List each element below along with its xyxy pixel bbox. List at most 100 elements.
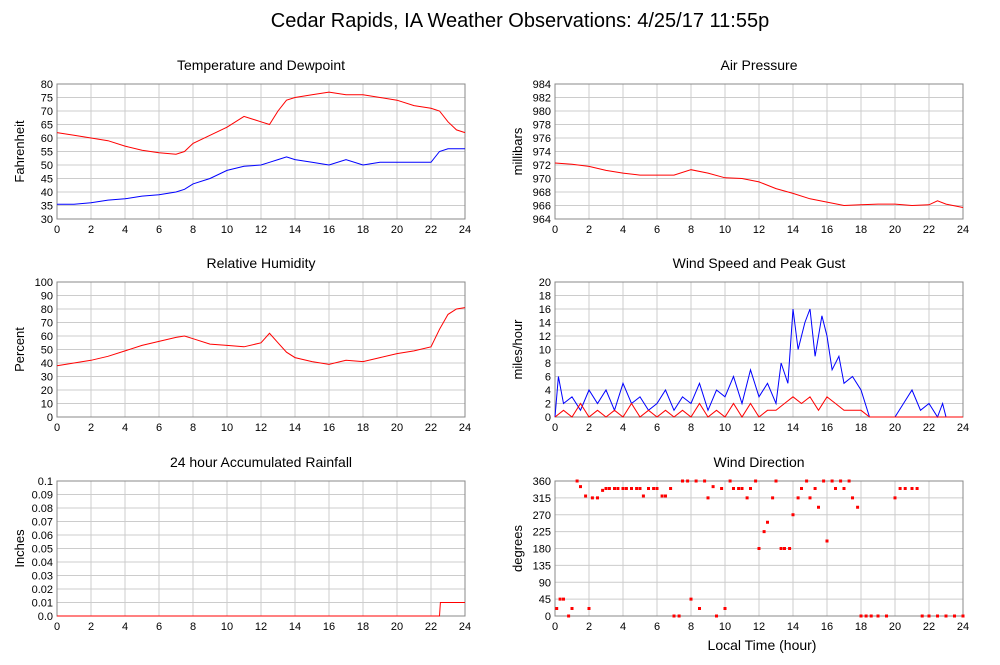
x-axis-label: Local Time (hour) [708, 637, 817, 653]
data-point [859, 614, 863, 618]
y-tick-label: 0 [545, 412, 551, 424]
x-tick-label: 18 [855, 422, 867, 434]
x-tick-label: 22 [923, 621, 935, 633]
y-tick-label: 980 [533, 106, 551, 118]
data-point [944, 614, 948, 618]
data-point [579, 485, 582, 489]
x-tick-label: 20 [391, 224, 403, 236]
x-tick-label: 2 [586, 224, 592, 236]
x-tick-label: 10 [221, 621, 233, 633]
y-tick-label: 50 [41, 345, 53, 357]
y-tick-label: 225 [533, 527, 551, 539]
data-point [903, 487, 907, 490]
temperature-dewpoint-chart: Temperature and Dewpoint3035404550556065… [12, 57, 471, 236]
data-point [689, 597, 693, 601]
y-tick-label: 0.01 [32, 598, 53, 610]
y-axis-label: Percent [12, 327, 27, 372]
x-tick-label: 4 [620, 422, 626, 434]
x-tick-label: 24 [459, 422, 471, 434]
data-point [800, 487, 803, 490]
data-point [737, 487, 741, 490]
x-tick-label: 14 [289, 224, 301, 236]
y-tick-label: 0.06 [32, 530, 53, 542]
x-tick-label: 4 [122, 224, 128, 236]
x-tick-label: 2 [88, 224, 94, 236]
x-tick-label: 18 [855, 621, 867, 633]
data-point [570, 607, 574, 610]
y-tick-label: 972 [533, 160, 551, 172]
series-line [554, 162, 964, 208]
x-tick-label: 0 [54, 224, 60, 236]
x-tick-label: 8 [688, 621, 694, 633]
x-tick-label: 2 [88, 621, 94, 633]
data-point [808, 496, 812, 500]
y-axis-label: degrees [510, 525, 525, 572]
plot-frame [554, 480, 964, 617]
x-tick-label: 24 [459, 621, 471, 633]
data-point [711, 485, 715, 489]
x-tick-label: 12 [255, 422, 267, 434]
x-tick-label: 18 [357, 621, 369, 633]
data-point [621, 487, 625, 490]
y-tick-label: 4 [545, 385, 551, 397]
y-tick-label: 70 [41, 318, 53, 330]
x-tick-label: 4 [122, 621, 128, 633]
y-tick-label: 80 [41, 304, 53, 316]
data-point [788, 547, 792, 550]
series-line [57, 148, 465, 205]
y-tick-label: 976 [533, 133, 551, 145]
x-tick-label: 14 [787, 224, 799, 236]
data-point [616, 487, 620, 490]
x-tick-label: 24 [957, 224, 969, 236]
y-tick-label: 60 [41, 133, 53, 145]
y-tick-label: 0.04 [32, 557, 53, 569]
y-tick-label: 10 [41, 399, 53, 411]
x-tick-label: 24 [459, 224, 471, 236]
y-axis-label: Inches [12, 529, 27, 568]
y-axis-label: miles/hour [510, 319, 525, 380]
data-point [893, 496, 897, 500]
x-tick-label: 16 [323, 224, 335, 236]
data-point [754, 479, 758, 483]
y-tick-label: 982 [533, 93, 551, 105]
y-tick-label: 6 [545, 372, 551, 384]
y-tick-label: 0.07 [32, 517, 53, 529]
y-tick-label: 60 [41, 331, 53, 343]
data-point [839, 479, 843, 483]
data-point [652, 487, 656, 490]
series-line [57, 602, 465, 617]
x-tick-label: 4 [122, 422, 128, 434]
x-tick-label: 2 [88, 422, 94, 434]
x-tick-label: 22 [923, 224, 935, 236]
x-tick-label: 10 [719, 422, 731, 434]
x-tick-label: 0 [552, 621, 558, 633]
y-tick-label: 16 [539, 304, 551, 316]
x-tick-label: 20 [889, 224, 901, 236]
y-tick-label: 360 [533, 476, 551, 488]
x-tick-label: 18 [357, 422, 369, 434]
chart-title: 24 hour Accumulated Rainfall [170, 454, 352, 470]
data-point [936, 614, 939, 618]
y-tick-label: 0 [47, 412, 53, 424]
x-tick-label: 8 [688, 422, 694, 434]
data-point [961, 614, 965, 618]
y-tick-label: 964 [533, 214, 551, 226]
x-tick-label: 6 [654, 621, 660, 633]
data-point [856, 505, 860, 509]
data-point [613, 487, 616, 490]
rainfall-chart: 24 hour Accumulated Rainfall0.00.010.020… [12, 454, 471, 633]
x-tick-label: 2 [586, 621, 592, 633]
y-tick-label: 70 [41, 106, 53, 118]
page-title: Cedar Rapids, IA Weather Observations: 4… [271, 10, 769, 32]
y-tick-label: 970 [533, 174, 551, 186]
data-point [813, 487, 817, 490]
data-point [953, 614, 956, 618]
y-tick-label: 8 [545, 358, 551, 370]
data-point [762, 530, 766, 534]
data-point [825, 539, 829, 543]
data-point [864, 614, 868, 618]
data-point [822, 479, 826, 483]
data-point [555, 607, 559, 610]
x-tick-label: 18 [855, 224, 867, 236]
x-tick-label: 4 [620, 621, 626, 633]
